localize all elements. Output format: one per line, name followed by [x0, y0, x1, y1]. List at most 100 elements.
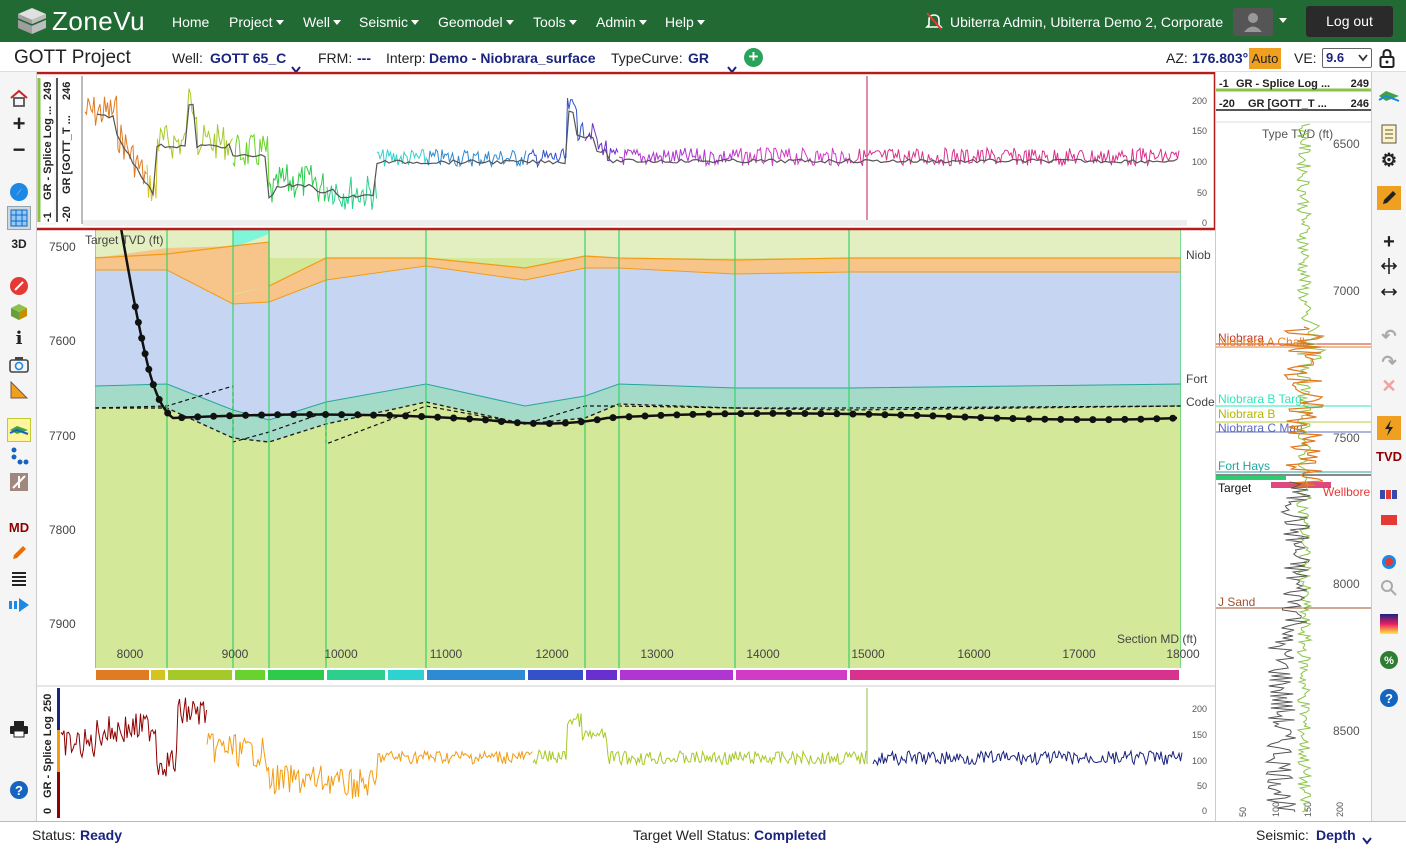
wellbore-station[interactable] — [134, 318, 142, 326]
wellbore-station[interactable] — [529, 419, 537, 427]
zonevu-logo[interactable]: ZoneVu — [16, 5, 145, 37]
delete-icon[interactable]: ✕ — [1381, 375, 1397, 396]
wellbore-station[interactable] — [131, 303, 139, 311]
wellbore-station[interactable] — [338, 411, 346, 419]
compress-vertical-icon[interactable] — [1377, 254, 1401, 278]
wellbore-station[interactable] — [1121, 415, 1129, 423]
zoom-out-icon[interactable]: − — [12, 137, 26, 162]
wellbore-station[interactable] — [881, 411, 889, 419]
wellbore-station[interactable] — [210, 412, 218, 420]
wellbore-station[interactable] — [450, 414, 458, 422]
color-scale-icon[interactable] — [1377, 612, 1401, 636]
wellbore-station[interactable] — [785, 409, 793, 417]
expand-horizontal-icon[interactable] — [1377, 280, 1401, 304]
fault-icon[interactable] — [7, 470, 31, 494]
wellbore-station[interactable] — [1009, 415, 1017, 422]
ve-select[interactable]: 9.6 — [1322, 48, 1372, 68]
seismic-chevron-down-icon[interactable] — [1362, 832, 1372, 848]
tvd-toggle-icon[interactable]: TVD — [1376, 444, 1402, 468]
frm-value[interactable]: --- — [357, 50, 371, 66]
survey-icon[interactable] — [7, 274, 31, 298]
pencil-icon[interactable] — [7, 541, 31, 565]
wellbore-station[interactable] — [258, 411, 266, 419]
type-log-panel[interactable]: -1 GR - Splice Log ... 249 -20 GR [GOTT_… — [1215, 72, 1372, 821]
wellbore-station[interactable] — [977, 414, 985, 422]
wellbore-station[interactable] — [849, 410, 857, 418]
wellbore-station[interactable] — [1105, 416, 1113, 424]
info-icon[interactable]: i — [15, 327, 23, 349]
wellbore-station[interactable] — [705, 410, 713, 418]
wellbore-station[interactable] — [1137, 415, 1145, 423]
wellbore-station[interactable] — [482, 416, 489, 424]
points-icon[interactable] — [7, 444, 31, 468]
well-select[interactable]: GOTT 65_C — [210, 50, 287, 66]
wellbore-station[interactable] — [242, 411, 250, 419]
typecurve-select[interactable]: GR — [688, 50, 709, 66]
interp-value[interactable]: Demo - Niobrara_surface — [429, 50, 596, 66]
wellbore-station[interactable] — [274, 411, 282, 419]
wellbore-station[interactable] — [322, 411, 330, 418]
ruler-icon[interactable] — [7, 378, 31, 402]
wellbore-station[interactable] — [145, 365, 153, 373]
wellbore-station[interactable] — [354, 411, 362, 419]
wellbore-station[interactable] — [226, 412, 234, 420]
user-name[interactable]: Ubiterra Admin, Ubiterra Demo 2, Corpora… — [950, 14, 1224, 30]
wellbore-station[interactable] — [753, 410, 761, 417]
wellbore-station[interactable] — [1025, 415, 1033, 423]
grid-icon[interactable] — [7, 206, 31, 230]
seismic-select[interactable]: Depth — [1316, 827, 1356, 843]
wellbore-station[interactable] — [497, 418, 505, 425]
wellbore-station[interactable] — [897, 411, 905, 419]
wellbore-station[interactable] — [402, 412, 410, 420]
bottom-log-panel[interactable]: 0 GR - Splice Log 250 200 150 100 50 0 — [37, 685, 1215, 821]
compass-icon[interactable] — [7, 180, 31, 204]
help-icon[interactable]: ? — [7, 778, 31, 802]
wellbore-station[interactable] — [593, 416, 601, 424]
redo-icon[interactable]: ↷ — [1381, 351, 1397, 372]
wellbore-station[interactable] — [625, 413, 633, 421]
wellbore-station[interactable] — [609, 414, 617, 422]
wellbore-station[interactable] — [290, 411, 298, 418]
zoom-plus-icon[interactable]: + — [1383, 230, 1395, 253]
wellbore-station[interactable] — [721, 410, 729, 418]
nav-geomodel[interactable]: Geomodel — [438, 0, 514, 42]
undo-icon[interactable]: ↶ — [1381, 325, 1397, 346]
wellbore-station[interactable] — [545, 420, 553, 427]
help-circle-icon[interactable]: ? — [1377, 686, 1401, 710]
wellbore-station[interactable] — [434, 413, 442, 421]
bar-chart-icon[interactable] — [1377, 482, 1401, 506]
wellbore-station[interactable] — [641, 412, 649, 420]
wellbore-station[interactable] — [138, 334, 146, 342]
wellbore-station[interactable] — [141, 350, 149, 358]
avatar[interactable] — [1233, 8, 1273, 36]
nav-well[interactable]: Well — [303, 0, 341, 42]
wellbore-station[interactable] — [801, 410, 809, 417]
wellbore-station[interactable] — [466, 415, 473, 423]
nav-tools[interactable]: Tools — [533, 0, 577, 42]
wellbore-station[interactable] — [929, 412, 937, 420]
wellbore-station[interactable] — [561, 419, 569, 427]
edit-pencil-icon[interactable] — [1377, 186, 1401, 210]
wellbore-station[interactable] — [689, 410, 697, 418]
wellbore-station[interactable] — [155, 396, 163, 403]
wellbore-station[interactable] — [913, 411, 921, 419]
percent-icon[interactable]: % — [1377, 648, 1401, 672]
nav-seismic[interactable]: Seismic — [359, 0, 420, 42]
wellbore-station[interactable] — [164, 409, 172, 417]
seismic-icon[interactable] — [1377, 550, 1401, 574]
wellbore-station[interactable] — [194, 413, 202, 421]
avatar-chevron-down-icon[interactable] — [1279, 18, 1287, 23]
document-icon[interactable] — [1377, 122, 1401, 146]
forward-arrow-icon[interactable] — [7, 593, 31, 617]
type-log-canvas[interactable]: -1 GR - Splice Log ... 249 -20 GR [GOTT_… — [1216, 72, 1372, 821]
wellbore-station[interactable] — [306, 411, 314, 418]
wellbore-station[interactable] — [1073, 416, 1081, 423]
lock-icon[interactable] — [1378, 48, 1396, 68]
wellbore-station[interactable] — [370, 411, 378, 419]
wellbore-station[interactable] — [865, 410, 873, 418]
wellbore-station[interactable] — [833, 410, 841, 418]
home-icon[interactable] — [7, 86, 31, 110]
top-log-panel[interactable]: -1 GR - Splice Log ... 249 -20 GR [GOTT_… — [29, 71, 1217, 231]
nav-admin[interactable]: Admin — [596, 0, 647, 42]
wellbore-station[interactable] — [737, 410, 745, 418]
